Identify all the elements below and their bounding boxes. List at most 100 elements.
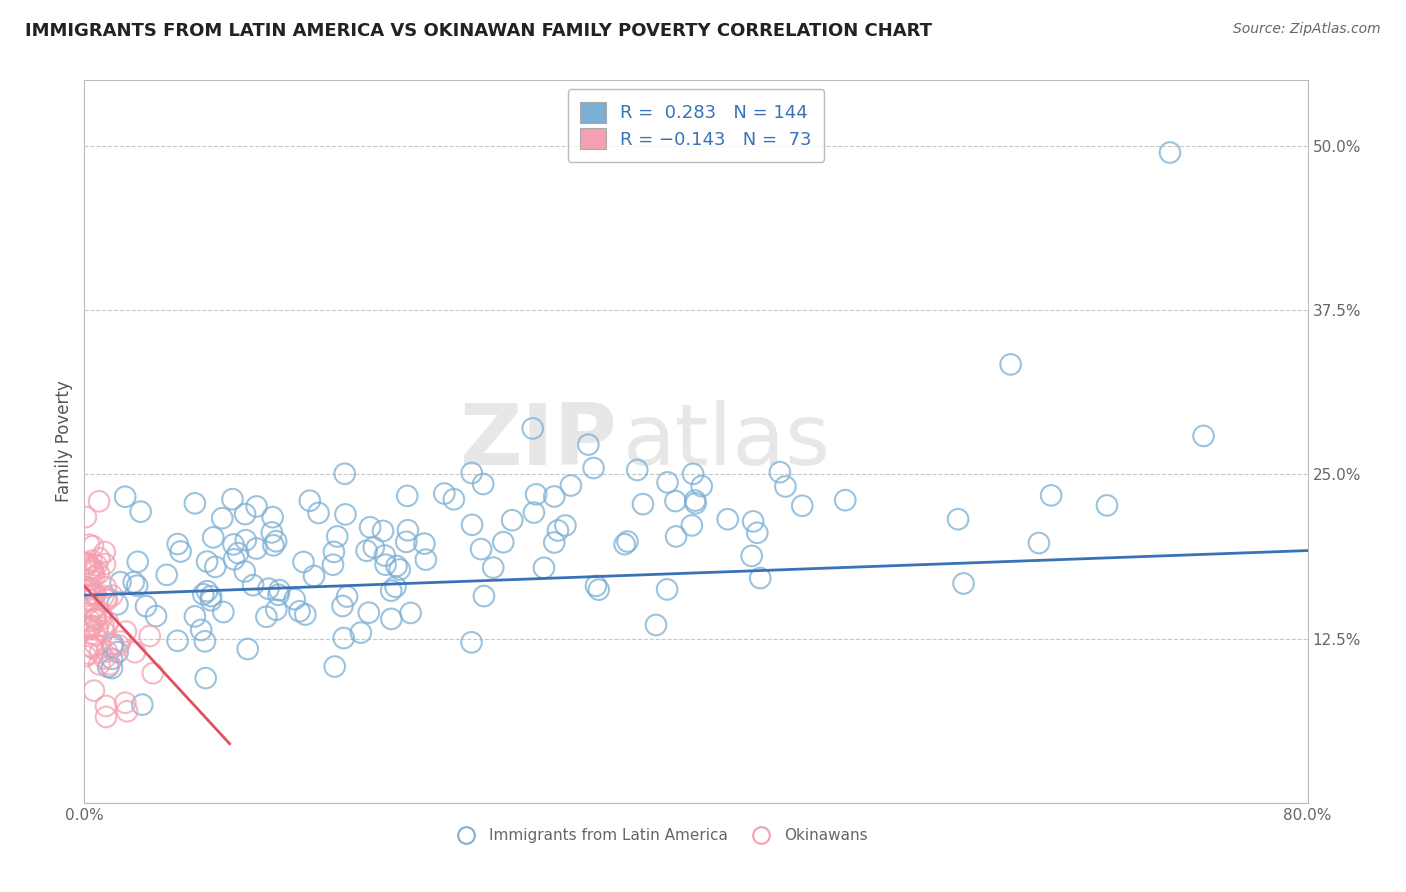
Point: [690, 479, 713, 493]
Point: [288, 604, 311, 618]
Point: [374, 558, 396, 572]
Point: [264, 534, 287, 549]
Point: [77, 538, 100, 552]
Point: [184, 496, 207, 510]
Point: [93, 651, 115, 665]
Point: [396, 489, 419, 503]
Point: [533, 561, 555, 575]
Point: [284, 592, 307, 607]
Point: [326, 529, 349, 543]
Point: [76, 620, 98, 634]
Point: [384, 580, 406, 594]
Point: [83, 569, 105, 583]
Point: [79, 564, 101, 578]
Point: [184, 609, 207, 624]
Point: [235, 533, 257, 548]
Point: [77, 557, 100, 571]
Point: [156, 567, 179, 582]
Text: atlas: atlas: [623, 400, 831, 483]
Point: [269, 583, 291, 598]
Point: [211, 511, 233, 525]
Point: [332, 599, 354, 613]
Point: [560, 478, 582, 492]
Point: [492, 535, 515, 549]
Point: [461, 517, 484, 532]
Y-axis label: Family Poverty: Family Poverty: [55, 381, 73, 502]
Point: [142, 666, 165, 681]
Point: [472, 477, 495, 491]
Point: [115, 704, 138, 718]
Point: [322, 558, 344, 572]
Point: [302, 569, 325, 583]
Point: [775, 479, 797, 493]
Point: [212, 605, 235, 619]
Point: [245, 500, 267, 514]
Point: [96, 645, 118, 659]
Point: [359, 520, 381, 534]
Point: [543, 490, 565, 504]
Point: [554, 518, 576, 533]
Point: [131, 698, 153, 712]
Point: [114, 696, 136, 710]
Point: [97, 615, 120, 630]
Point: [681, 518, 703, 533]
Point: [396, 523, 419, 537]
Point: [127, 555, 149, 569]
Point: [336, 590, 359, 604]
Point: [1040, 488, 1063, 502]
Point: [86, 619, 108, 633]
Point: [84, 612, 107, 626]
Point: [94, 591, 117, 606]
Point: [93, 589, 115, 603]
Point: [267, 588, 290, 602]
Point: [266, 603, 288, 617]
Point: [415, 552, 437, 566]
Point: [1192, 429, 1215, 443]
Point: [82, 562, 104, 576]
Point: [87, 566, 110, 581]
Point: [685, 496, 707, 510]
Point: [335, 508, 357, 522]
Point: [388, 562, 411, 576]
Point: [87, 494, 110, 508]
Point: [80, 619, 103, 633]
Point: [77, 647, 100, 661]
Point: [101, 637, 124, 651]
Point: [97, 660, 120, 674]
Point: [145, 609, 167, 624]
Point: [80, 639, 103, 653]
Point: [524, 487, 547, 501]
Point: [79, 573, 101, 587]
Point: [631, 497, 654, 511]
Point: [385, 559, 408, 574]
Point: [221, 492, 243, 507]
Point: [323, 659, 346, 673]
Point: [664, 494, 686, 508]
Point: [741, 549, 763, 563]
Point: [616, 534, 638, 549]
Point: [138, 629, 160, 643]
Point: [127, 579, 149, 593]
Point: [482, 560, 505, 574]
Point: [195, 584, 218, 599]
Point: [242, 578, 264, 592]
Point: [371, 524, 394, 538]
Point: [294, 607, 316, 622]
Point: [84, 638, 107, 652]
Point: [83, 683, 105, 698]
Point: [101, 640, 124, 654]
Point: [75, 557, 97, 571]
Point: [82, 566, 104, 580]
Point: [226, 546, 249, 560]
Point: [665, 529, 688, 543]
Point: [292, 555, 315, 569]
Point: [443, 492, 465, 507]
Point: [82, 539, 104, 553]
Point: [94, 698, 117, 713]
Point: [84, 588, 107, 602]
Point: [1028, 536, 1050, 550]
Point: [77, 592, 100, 607]
Point: [461, 466, 484, 480]
Point: [107, 645, 129, 659]
Point: [75, 510, 97, 524]
